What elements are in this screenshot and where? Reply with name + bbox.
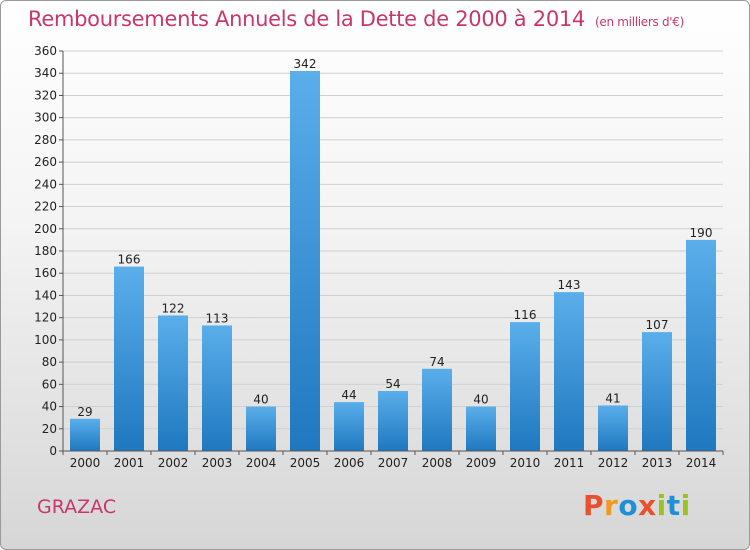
y-tick-label: 240	[34, 177, 57, 191]
bar-2010	[510, 322, 540, 451]
chart-title-text: Remboursements Annuels de la Dette de 20…	[28, 7, 585, 31]
bar-2000	[70, 418, 100, 451]
y-tick-label: 120	[34, 311, 57, 325]
x-tick-label: 2006	[334, 456, 365, 470]
chart-unit: (en milliers d'€)	[595, 15, 685, 29]
axes	[59, 50, 724, 455]
y-tick-label: 40	[42, 400, 57, 414]
bar-2014	[686, 239, 716, 451]
x-tick-label: 2004	[246, 456, 277, 470]
x-tick-label: 2003	[202, 456, 233, 470]
y-tick-label: 80	[42, 355, 57, 369]
logo-letter: r	[604, 489, 619, 522]
y-tick-label: 260	[34, 155, 57, 169]
x-tick-label: 2007	[378, 456, 409, 470]
y-tick-label: 160	[34, 266, 57, 280]
y-tick-label: 220	[34, 200, 57, 214]
y-tick-label: 300	[34, 111, 57, 125]
x-tick-label: 2013	[642, 456, 673, 470]
data-label: 190	[690, 226, 713, 240]
y-tick-label: 180	[34, 244, 57, 258]
data-label: 40	[473, 393, 488, 407]
bar-2003	[202, 325, 232, 451]
bar-2004	[246, 406, 276, 451]
x-tick-label: 2008	[422, 456, 453, 470]
chart-title: Remboursements Annuels de la Dette de 20…	[28, 7, 684, 31]
bar-2007	[378, 391, 408, 451]
data-label: 143	[558, 278, 581, 292]
x-tick-label: 2010	[510, 456, 541, 470]
labels: 0 20 40 60 80 100 120 140 160 180 200 220 240 260 280 3…	[34, 44, 716, 470]
x-tick-label: 2009	[466, 456, 497, 470]
data-label: 29	[77, 405, 92, 419]
bar-2009	[466, 406, 496, 451]
data-label: 116	[514, 308, 537, 322]
y-tick-label: 60	[42, 377, 57, 391]
bar-2005	[290, 71, 320, 451]
bar-2008	[422, 368, 452, 451]
y-tick-label: 140	[34, 288, 57, 302]
data-label: 166	[118, 253, 141, 267]
x-tick-label: 2000	[70, 456, 101, 470]
y-tick-label: 320	[34, 88, 57, 102]
y-tick-label: 360	[34, 44, 57, 58]
proxiti-logo: Proxiti	[583, 489, 691, 522]
x-tick-label: 2005	[290, 456, 321, 470]
bar-2011	[554, 292, 584, 451]
bar-2012	[598, 405, 628, 451]
bar-2013	[642, 332, 672, 451]
logo-letter: i	[656, 489, 667, 522]
bar-2006	[334, 402, 364, 451]
logo-letter: i	[680, 489, 691, 522]
x-tick-label: 2014	[686, 456, 717, 470]
logo-letter: P	[583, 489, 605, 522]
y-tick-label: 280	[34, 133, 57, 147]
logo-letter: o	[618, 489, 639, 522]
x-tick-label: 2001	[114, 456, 145, 470]
y-tick-label: 340	[34, 66, 57, 80]
y-tick-label: 0	[49, 444, 57, 458]
data-label: 74	[429, 355, 444, 369]
data-label: 342	[294, 57, 317, 71]
data-label: 107	[646, 318, 669, 332]
y-tick-label: 200	[34, 222, 57, 236]
commune-name: GRAZAC	[37, 496, 117, 518]
data-label: 41	[605, 391, 620, 405]
bar-2001	[114, 266, 144, 451]
y-tick-label: 100	[34, 333, 57, 347]
data-label: 122	[162, 301, 185, 315]
logo-letter: t	[666, 489, 681, 522]
x-tick-label: 2012	[598, 456, 629, 470]
x-tick-label: 2002	[158, 456, 189, 470]
data-label: 44	[341, 388, 356, 402]
data-label: 40	[253, 393, 268, 407]
y-tick-label: 20	[42, 422, 57, 436]
bar-2002	[158, 315, 188, 451]
logo-letter: x	[638, 489, 657, 522]
x-tick-label: 2011	[554, 456, 585, 470]
data-label: 113	[206, 311, 229, 325]
data-label: 54	[385, 377, 400, 391]
bars	[70, 71, 716, 451]
